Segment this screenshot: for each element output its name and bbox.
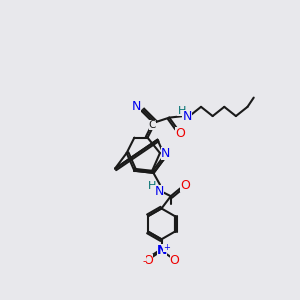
Text: O: O bbox=[170, 254, 180, 267]
Text: N: N bbox=[182, 110, 192, 123]
Text: N: N bbox=[132, 100, 141, 112]
Text: O: O bbox=[180, 179, 190, 192]
Text: O: O bbox=[143, 254, 153, 267]
Text: N: N bbox=[154, 185, 164, 198]
Text: C: C bbox=[148, 120, 156, 130]
Text: -: - bbox=[143, 256, 146, 266]
Text: +: + bbox=[164, 243, 170, 252]
Text: N: N bbox=[161, 146, 170, 160]
Text: N: N bbox=[157, 244, 167, 256]
Text: H: H bbox=[148, 181, 156, 191]
Text: H: H bbox=[178, 106, 186, 116]
Text: O: O bbox=[175, 127, 185, 140]
